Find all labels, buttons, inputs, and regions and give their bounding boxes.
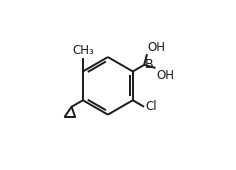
Text: OH: OH: [148, 40, 166, 54]
Text: CH₃: CH₃: [72, 44, 94, 57]
Text: OH: OH: [156, 69, 175, 82]
Text: B: B: [145, 58, 153, 71]
Text: Cl: Cl: [145, 100, 157, 113]
